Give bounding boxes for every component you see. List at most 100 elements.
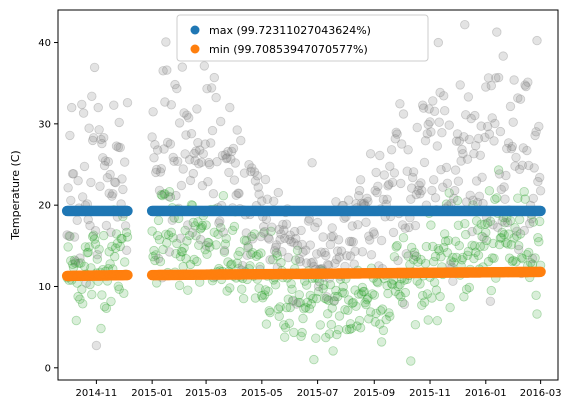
observed-max-point	[229, 175, 240, 185]
observed-max-point	[192, 104, 202, 114]
observed-max-point	[320, 247, 330, 258]
observed-min-point	[450, 236, 461, 247]
observed-min-point	[268, 255, 278, 265]
observed-max-point	[518, 143, 529, 153]
observed-min-point	[383, 288, 393, 299]
observed-min-point	[531, 290, 541, 301]
observed-max-point	[220, 150, 231, 160]
observed-max-point	[252, 171, 262, 181]
observed-min-point	[107, 241, 117, 252]
observed-max-point	[512, 226, 522, 237]
observed-min-point	[73, 291, 83, 302]
observed-min-point	[101, 303, 112, 314]
observed-max-point	[361, 217, 371, 228]
observed-max-point	[77, 192, 88, 202]
observed-min-point	[158, 244, 168, 255]
observed-max-point	[277, 247, 287, 257]
observed-max-point	[422, 129, 433, 139]
observed-min-point	[464, 282, 475, 293]
observed-min-point	[221, 233, 231, 244]
y-tick-label: 0	[45, 363, 51, 374]
observed-max-point	[111, 141, 122, 151]
x-tick-label: 2015-03	[185, 388, 227, 399]
observed-min-point	[180, 225, 190, 236]
observed-min-point	[472, 225, 483, 235]
observed-max-point	[489, 136, 499, 146]
x-tick-label: 2016-01	[465, 388, 507, 399]
observed-max-point	[514, 164, 525, 175]
observed-max-point	[479, 233, 489, 243]
observed-max-point	[296, 225, 306, 236]
observed-max-point	[301, 245, 311, 255]
observed-min-point	[250, 293, 261, 303]
observed-min-point	[322, 294, 332, 304]
observed-max-point	[501, 170, 511, 181]
observed-min-point	[351, 301, 361, 311]
observed-max-point	[318, 232, 328, 242]
observed-min-point	[500, 217, 510, 228]
observed-max-point	[454, 136, 465, 146]
observed-min-point	[400, 287, 411, 298]
observed-min-point	[308, 293, 318, 304]
observed-max-point	[267, 222, 277, 232]
observed-min-point	[189, 254, 199, 265]
observed-max-point	[75, 253, 85, 263]
observed-min-point	[289, 327, 299, 338]
observed-max-point	[161, 37, 171, 47]
legend-box	[176, 14, 429, 62]
observed-min-point	[259, 228, 269, 238]
observed-max-point	[239, 168, 250, 178]
observed-max-point	[236, 135, 246, 146]
observed-max-point	[211, 92, 221, 103]
observed-max-point	[404, 222, 414, 233]
observed-min-point	[76, 258, 86, 268]
observed-min-point	[83, 247, 93, 258]
observed-max-point	[194, 158, 204, 169]
observed-min-point	[352, 321, 362, 331]
observed-min-point	[154, 234, 165, 245]
observed-min-point	[530, 253, 540, 263]
x-axis: 2014-11 2015-01 2015-03 2015-05 2015-07 2015-…	[75, 380, 562, 399]
observed-min-point	[407, 242, 417, 253]
observed-max-point	[226, 154, 236, 164]
observed-min-point	[200, 244, 210, 255]
observed-min-point	[361, 299, 371, 310]
observed-min-point	[113, 281, 124, 292]
observed-max-point	[389, 168, 400, 178]
observed-max-point	[294, 254, 305, 264]
observed-min-point	[243, 242, 253, 253]
observed-max-point	[329, 296, 339, 306]
observed-min-point	[63, 242, 73, 252]
observed-max-point	[429, 106, 440, 117]
observed-min-point	[273, 304, 284, 314]
observed-max-point	[408, 172, 418, 183]
observed-max-point	[494, 169, 505, 179]
observed-max-point	[120, 221, 131, 231]
observed-max-point	[253, 182, 263, 192]
observed-max-point	[333, 235, 344, 245]
legend: max (99.72311027043624%) min (99.7085394…	[176, 14, 429, 62]
observed-max-point	[77, 99, 87, 110]
observed-max-point	[434, 117, 444, 127]
observed-max-point	[439, 91, 449, 101]
observed-max-point	[168, 152, 178, 163]
observed-min-point	[470, 241, 480, 251]
observed-min-point	[489, 253, 499, 263]
observed-max-point	[159, 144, 169, 154]
observed-min-point	[188, 217, 199, 228]
observed-min-point	[111, 229, 122, 239]
observed-min-point	[312, 293, 322, 304]
observed-min-point	[119, 257, 130, 267]
observed-max-point	[102, 172, 113, 183]
observed-min-point	[265, 307, 275, 318]
observed-min-point	[378, 325, 389, 336]
observed-max-point	[262, 194, 273, 204]
observed-min-point	[481, 227, 491, 238]
observed-max-point	[115, 142, 125, 153]
observed-max-point	[160, 97, 170, 107]
observed-min-point	[327, 303, 337, 313]
observed-max-point	[84, 123, 94, 133]
observed-max-point	[66, 195, 76, 206]
observed-max-point	[459, 132, 469, 142]
observed-max-point	[500, 194, 510, 204]
